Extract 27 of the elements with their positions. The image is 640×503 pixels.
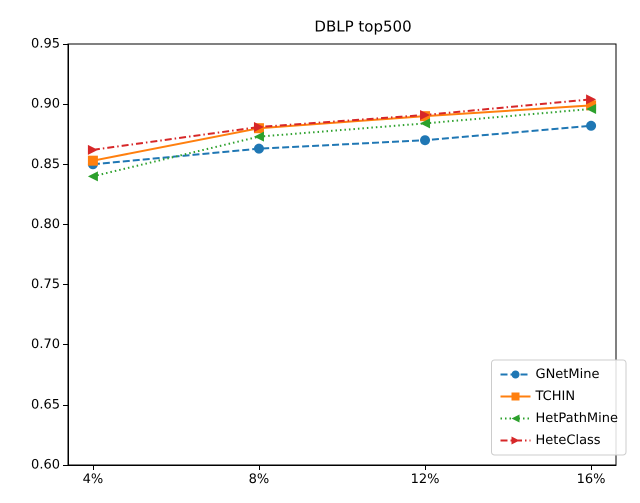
point <box>420 118 430 128</box>
point <box>88 144 98 155</box>
y-tick-label: 0.60 <box>31 458 60 472</box>
legend-label: HeteClass <box>536 433 601 448</box>
x-tick-label: 16% <box>576 472 606 487</box>
y-tick-label: 0.90 <box>31 96 60 112</box>
y-tick-label: 0.65 <box>31 397 60 412</box>
point <box>586 94 596 104</box>
y-tick-label: 0.75 <box>31 277 60 292</box>
chart-title: DBLP top500 <box>314 18 412 36</box>
x-tick-label: 4% <box>82 472 104 487</box>
x-tick-label: 12% <box>410 472 440 487</box>
legend-label: HetPathMine <box>536 411 618 426</box>
point <box>420 135 430 146</box>
y-tick-label: 0.85 <box>31 156 60 172</box>
y-tick-label: 0.95 <box>31 36 60 52</box>
y-tick-label: 0.70 <box>31 337 60 352</box>
point <box>254 132 264 142</box>
point <box>88 171 98 182</box>
x-tick-label: 8% <box>248 472 270 487</box>
point <box>88 156 98 166</box>
legend-label: TCHIN <box>534 389 576 404</box>
point <box>586 120 596 131</box>
y-tick-label: 0.80 <box>31 216 60 232</box>
legend-label: GNetMine <box>536 367 600 382</box>
point <box>254 144 264 154</box>
point <box>586 104 596 114</box>
